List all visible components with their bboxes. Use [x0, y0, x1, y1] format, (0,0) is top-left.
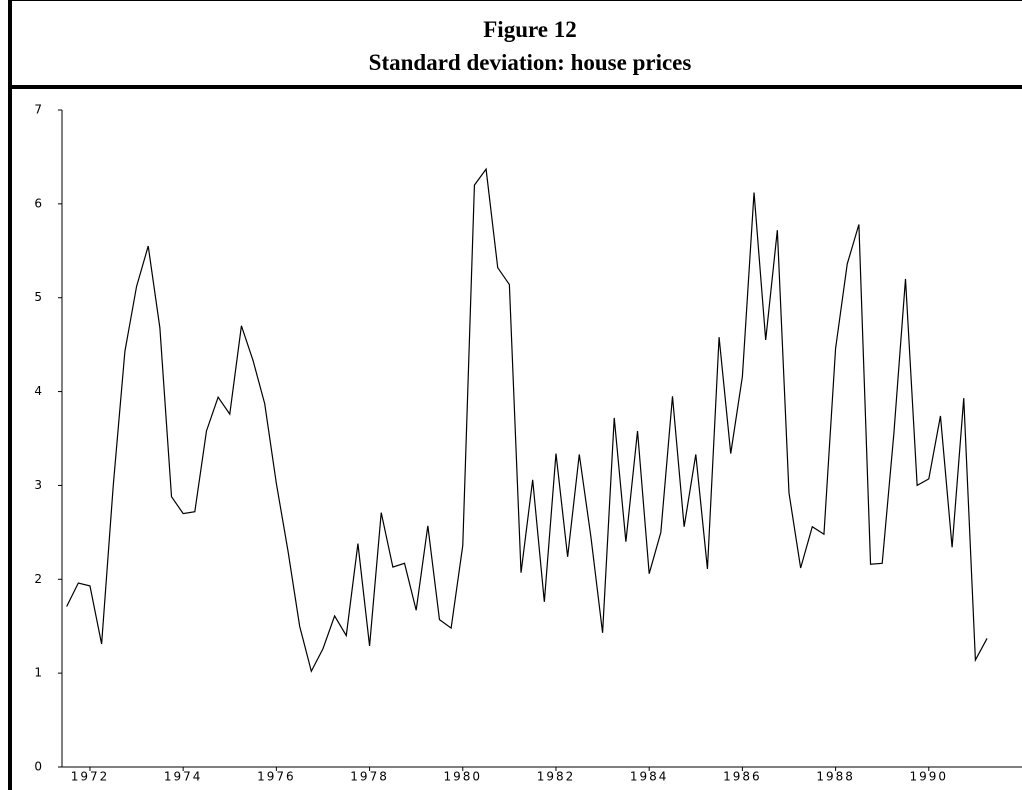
x-tick-label: 1984: [630, 770, 669, 784]
x-tick-label: 1986: [723, 770, 762, 784]
data-line: [66, 167, 988, 673]
x-tick-label: 1980: [444, 770, 483, 784]
y-tick-label: 1: [34, 666, 42, 680]
y-tick-label: 2: [34, 572, 42, 586]
y-tick-label: 7: [34, 103, 42, 117]
y-tick-label: 5: [34, 290, 42, 304]
x-tick-label: 1976: [257, 770, 296, 784]
chart-title: Figure 12: [483, 17, 576, 42]
y-tick-label: 6: [34, 196, 42, 210]
x-tick-label: 1982: [537, 770, 576, 784]
x-tick-label: 1978: [350, 770, 389, 784]
y-tick-label: 4: [34, 384, 42, 398]
x-tick-label: 1990: [910, 770, 949, 784]
y-tick-label: 3: [34, 478, 42, 492]
x-tick-label: 1972: [71, 770, 110, 784]
chart-subtitle: Standard deviation: house prices: [369, 50, 692, 75]
y-tick-label: 0: [34, 760, 42, 774]
x-tick-label: 1988: [816, 770, 855, 784]
frame: [10, 0, 1022, 790]
x-tick-label: 1974: [164, 770, 203, 784]
